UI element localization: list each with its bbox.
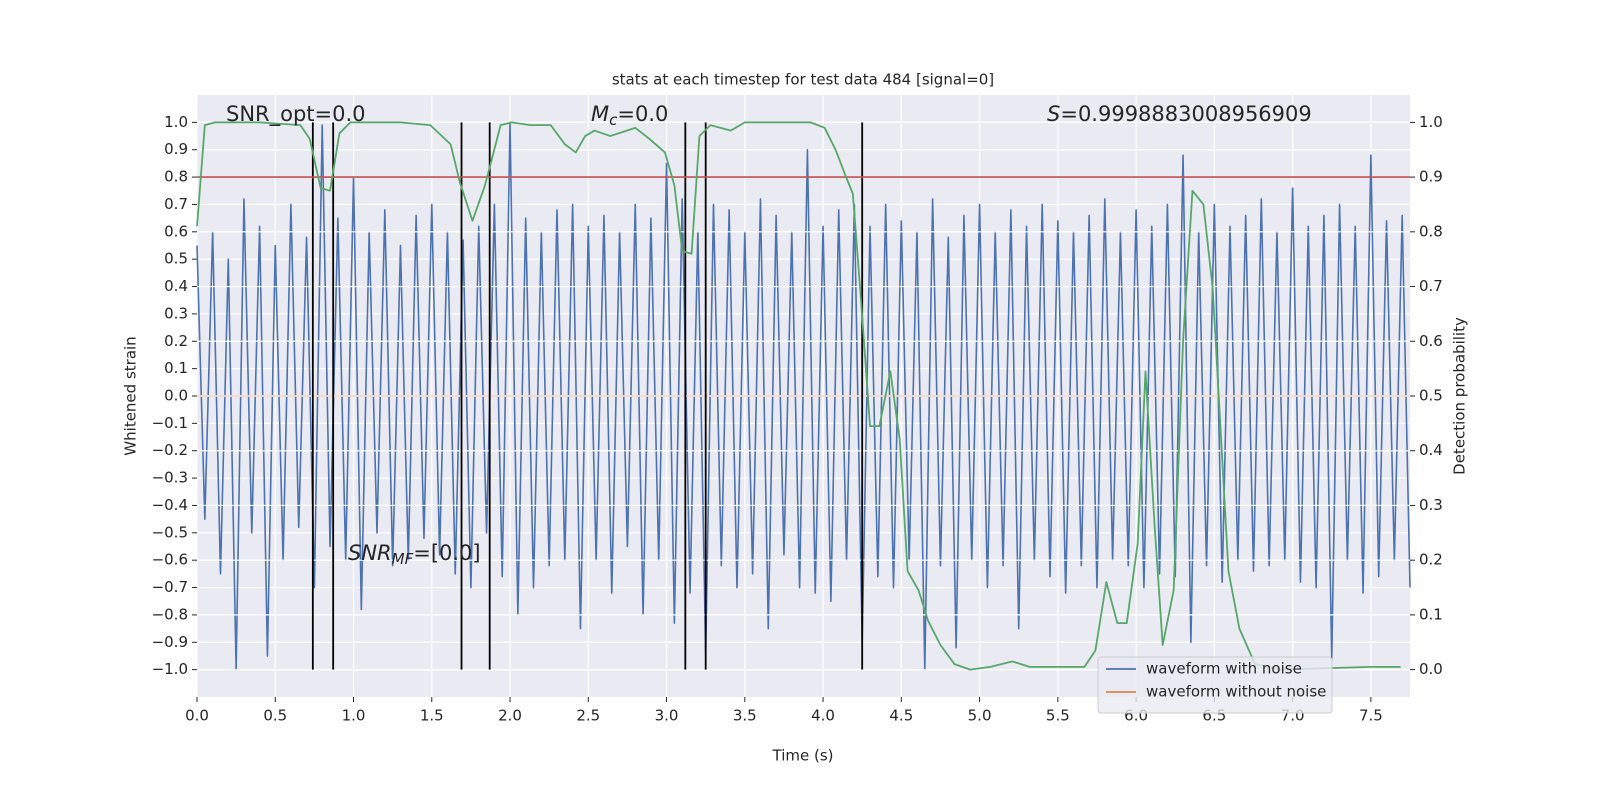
annotation-text: =0.0 (617, 102, 668, 126)
legend: waveform with noise waveform without nois… (1097, 656, 1333, 714)
y2-tick-label: 1.0 (1419, 113, 1443, 131)
x-tick-label: 0.0 (185, 707, 209, 725)
x-tick-label: 4.0 (811, 707, 835, 725)
x-tick-label: 0.5 (263, 707, 287, 725)
x-tick-label: 3.5 (733, 707, 757, 725)
y2-tick-label: 0.2 (1419, 551, 1443, 569)
y2-tick-label: 0.7 (1419, 277, 1443, 295)
x-tick-label: 2.0 (498, 707, 522, 725)
y-tick-label: 0.3 (164, 304, 188, 322)
y-tick-label: −0.6 (152, 551, 188, 569)
x-tick-label: 4.5 (889, 707, 913, 725)
annotation-text: SNR_opt=0.0 (226, 102, 366, 127)
y-tick-label: −0.2 (152, 441, 188, 459)
y-tick-label: 0.5 (164, 250, 188, 268)
y-tick-label: 0.0 (164, 387, 188, 405)
y-tick-label: −1.0 (152, 660, 188, 678)
annotation-symbol: S (1047, 102, 1060, 126)
annotation-subscript: MF (392, 550, 414, 568)
chart-title: stats at each timestep for test data 484… (612, 71, 994, 89)
legend-box (1097, 656, 1333, 714)
annotation-subscript: c (609, 111, 618, 129)
y-tick-label: −0.1 (152, 414, 188, 432)
y2-tick-label: 0.9 (1419, 168, 1443, 186)
y2-tick-label: 0.6 (1419, 332, 1443, 350)
legend-label: waveform with noise (1146, 660, 1302, 678)
annotation: SNR_opt=0.0 (226, 102, 366, 127)
y-tick-label: −0.9 (152, 633, 188, 651)
x-tick-label: 2.5 (576, 707, 600, 725)
y2-tick-label: 0.3 (1419, 496, 1443, 514)
annotation-symbol: SNR (348, 541, 392, 565)
y-tick-label: −0.4 (152, 496, 188, 514)
x-axis-label: Time (s) (772, 747, 834, 765)
y-tick-label: −0.8 (152, 605, 188, 623)
y2-tick-label: 0.5 (1419, 387, 1443, 405)
x-tick-label: 5.0 (968, 707, 992, 725)
annotation-text: =0.9998883008956909 (1060, 102, 1311, 126)
x-tick-label: 5.5 (1046, 707, 1070, 725)
annotation: S=0.9998883008956909 (1047, 102, 1312, 126)
x-tick-label: 1.0 (342, 707, 366, 725)
y2-tick-label: 0.0 (1419, 660, 1443, 678)
y-tick-label: 0.6 (164, 222, 188, 240)
y2-tick-label: 0.1 (1419, 605, 1443, 623)
y-tick-label: 0.8 (164, 168, 188, 186)
legend-label: waveform without noise (1146, 683, 1326, 701)
x-tick-label: 1.5 (420, 707, 444, 725)
y-axis-label: Whitened strain (122, 336, 140, 455)
y-tick-label: 0.2 (164, 332, 188, 350)
annotation-text: =[0.0] (413, 541, 480, 565)
y-tick-label: 0.1 (164, 359, 188, 377)
y2-tick-label: 0.8 (1419, 222, 1443, 240)
series-line (196, 121, 1401, 671)
y2-tick-label: 0.4 (1419, 441, 1443, 459)
y-tick-label: 0.4 (164, 277, 188, 295)
annotation: Mc=0.0 (591, 102, 668, 129)
y-tick-label: 0.7 (164, 195, 188, 213)
x-tick-label: 7.5 (1359, 707, 1383, 725)
annotation: SNRMF=[0.0] (348, 541, 481, 568)
y-tick-label: 1.0 (164, 113, 188, 131)
x-tick-label: 3.0 (655, 707, 679, 725)
y-tick-label: −0.5 (152, 523, 188, 541)
y-tick-label: −0.7 (152, 578, 188, 596)
y2-axis-label: Detection probability (1451, 317, 1469, 475)
annotation-symbol: M (591, 102, 609, 126)
y-tick-label: −0.3 (152, 469, 188, 487)
y-tick-label: 0.9 (164, 140, 188, 158)
